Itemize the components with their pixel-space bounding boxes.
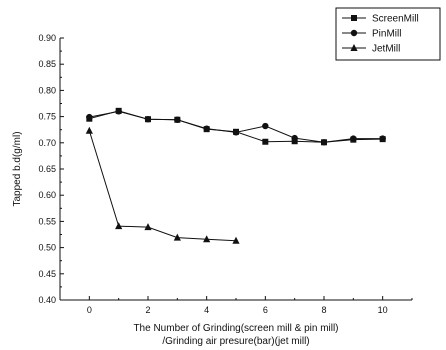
y-tick-label: 0.80 [38,85,56,95]
data-point-pinmill [262,122,269,130]
x-tick-label: 8 [321,305,326,315]
y-axis-title: Tapped b.d(g/ml) [12,131,23,206]
x-tick-label: 6 [263,305,268,315]
data-point-pinmill [232,129,240,136]
x-tick-label: 4 [204,305,209,315]
x-axis-title: The Number of Grinding(screen mill & pin… [133,323,338,334]
data-point-jetmill [203,235,211,243]
legend-marker-jetmill [350,44,358,51]
legend-marker-pinmill [350,29,358,37]
data-point-pinmill [144,116,152,123]
series-line-pinmill [89,110,383,143]
series-jetmill [85,126,240,244]
data-point-screenmill [262,138,269,145]
y-tick-label: 0.65 [38,164,56,174]
data-point-pinmill [379,135,386,142]
y-axis-ticks: 0.40 0.45 0.50 0.55 0.60 0.65 0.70 0.75 0.80 0.85… [38,33,64,305]
y-tick-label: 0.90 [38,33,56,43]
data-point-pinmill [86,113,93,121]
plot-frame [59,38,412,301]
data-point-pinmill [203,125,210,132]
series-layer [85,107,386,244]
data-point-jetmill [144,223,152,231]
x-tick-label: 2 [145,305,150,315]
legend: ScreenMill PinMill JetMill [335,7,441,61]
series-pinmill [86,108,386,146]
data-point-jetmill [85,126,93,134]
y-tick-label: 0.40 [38,295,56,305]
y-tick-label: 0.45 [38,269,56,279]
data-point-pinmill [320,139,328,146]
legend-label: PinMill [372,29,401,40]
y-tick-label: 0.75 [38,112,56,122]
series-line-jetmill [88,130,237,242]
data-point-jetmill [115,222,123,230]
data-point-pinmill [174,116,181,123]
y-tick-label: 0.85 [38,59,56,69]
y-tick-label: 0.60 [38,190,56,200]
data-point-pinmill [350,135,357,142]
y-tick-label: 0.70 [38,138,56,148]
legend-marker-screenmill [351,15,357,21]
data-point-pinmill [291,134,298,142]
legend-label: JetMill [372,44,400,55]
legend-item-jetmill: JetMill [342,44,400,55]
data-point-pinmill [115,108,122,115]
data-point-jetmill [173,233,181,241]
legend-item-screenmill: ScreenMill [342,14,419,25]
data-point-jetmill [232,236,240,244]
x-axis-title-line-2: /Grinding air presure(bar)(jet mill) [162,336,309,347]
legend-item-pinmill: PinMill [342,29,401,40]
y-tick-label: 0.50 [38,243,56,253]
y-tick-label: 0.55 [38,216,56,226]
legend-label: ScreenMill [372,14,419,25]
x-tick-label: 10 [378,305,388,315]
x-tick-label: 0 [87,305,92,315]
series-screenmill [86,107,386,146]
x-axis-ticks: 0 2 4 6 8 10 [59,296,413,315]
